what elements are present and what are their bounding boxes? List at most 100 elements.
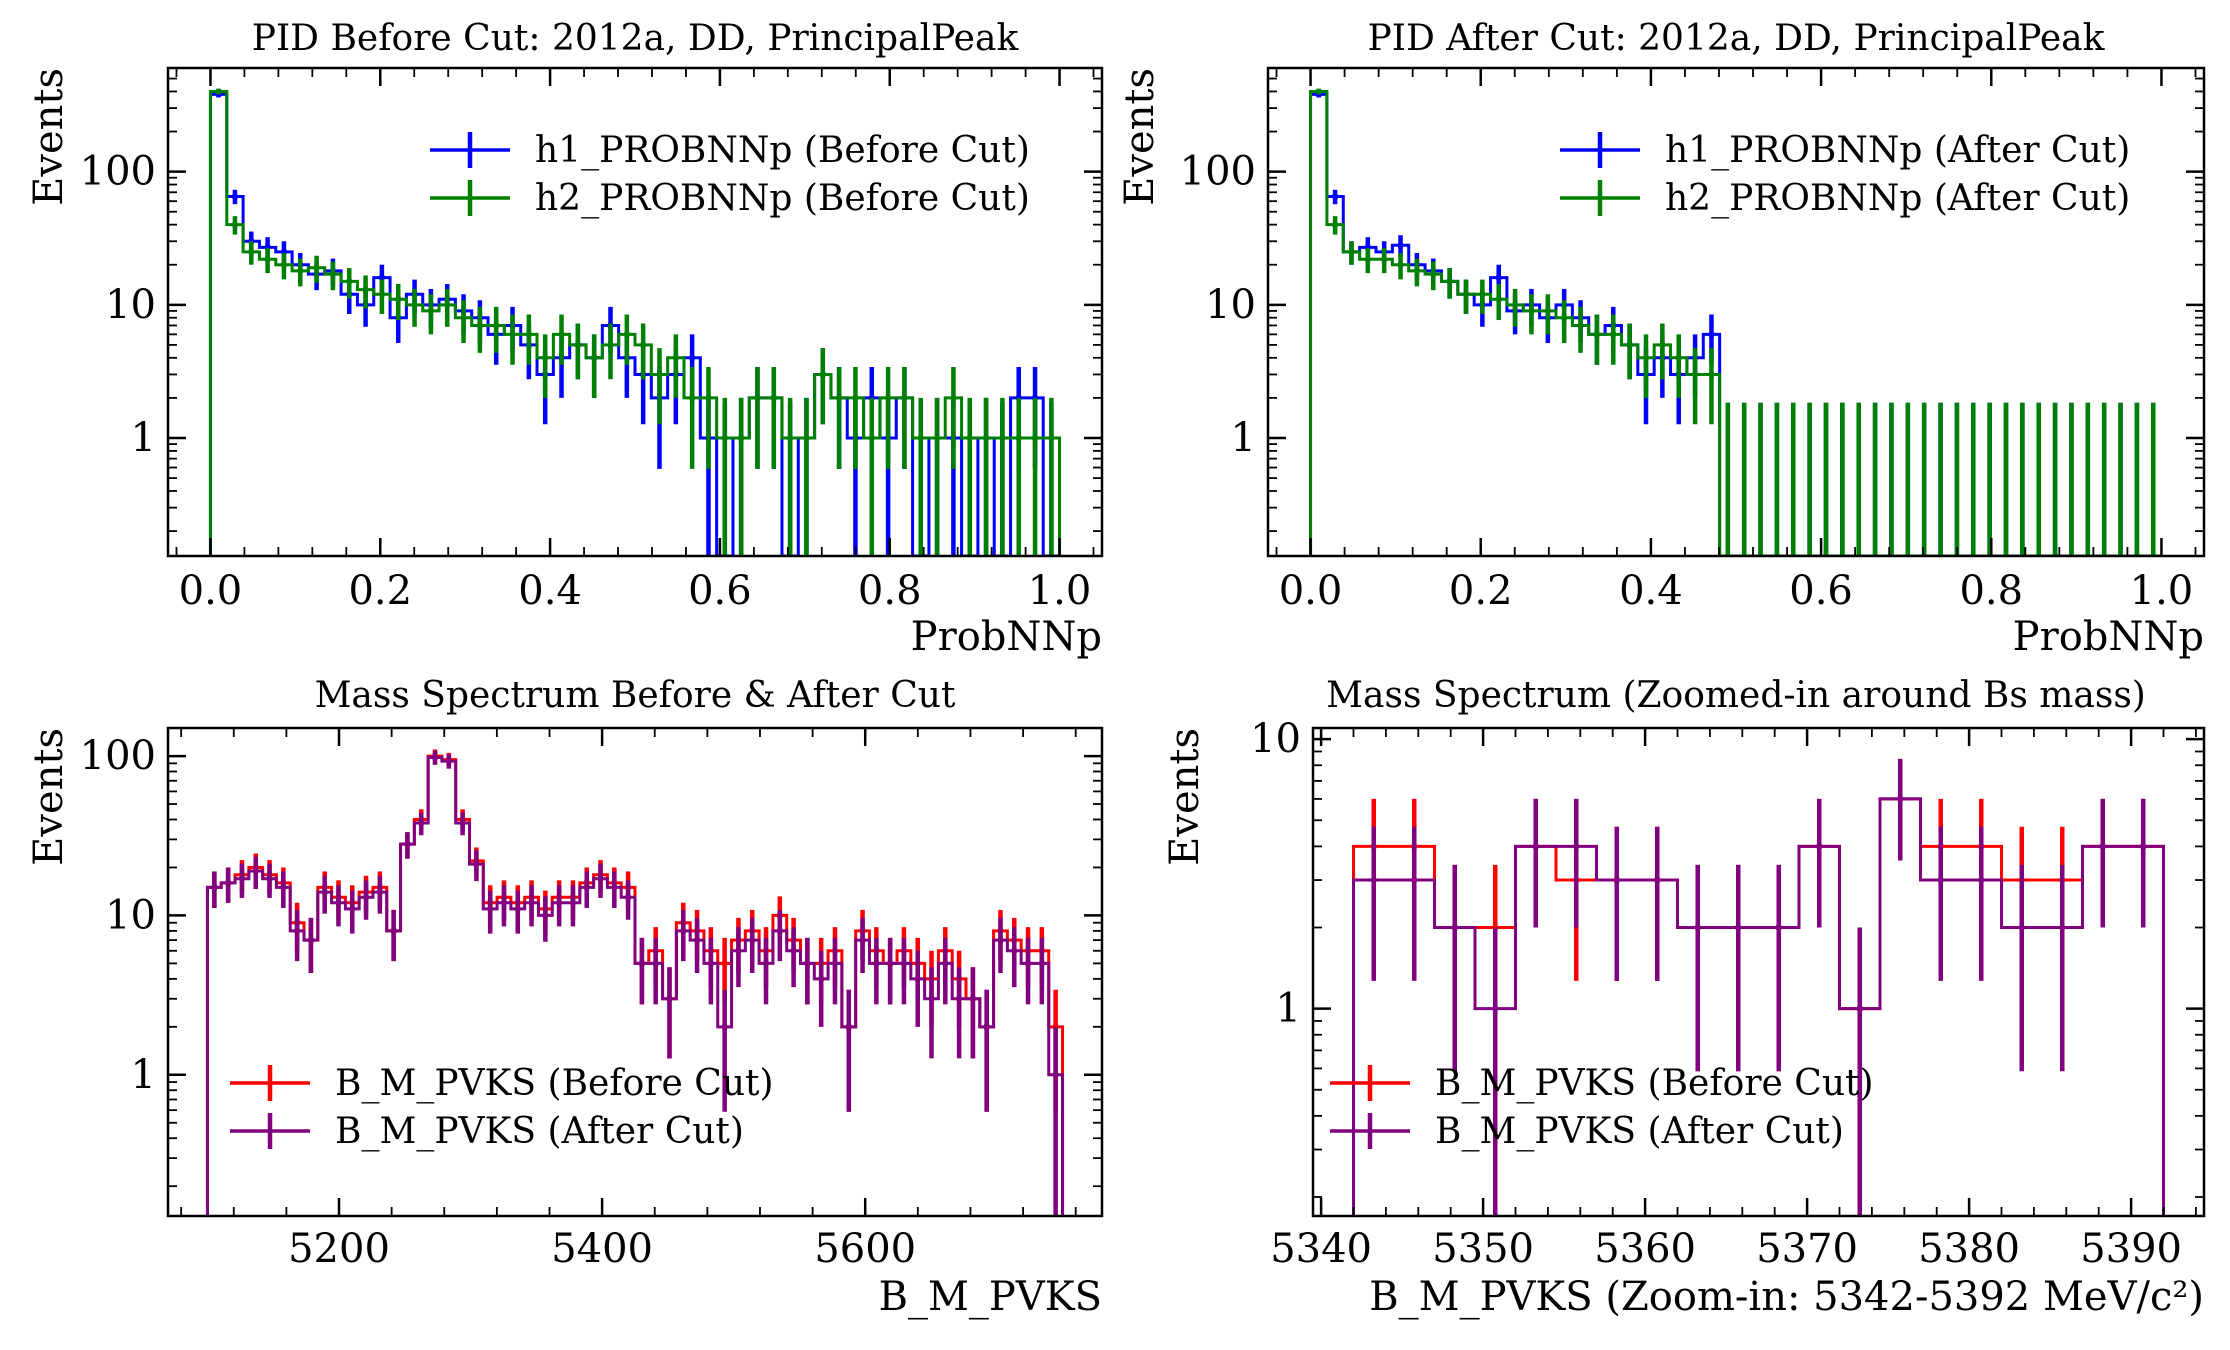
series-2-point: [869, 435, 875, 441]
legend-label: B_M_PVKS (After Cut): [1435, 1111, 1844, 1152]
data-layer: [208, 88, 1062, 556]
series-2-point: [253, 868, 259, 874]
series-2-point: [887, 960, 893, 966]
series-2-point: [428, 308, 434, 314]
series-2-point: [1398, 262, 1404, 268]
series-2-point: [280, 884, 286, 890]
series-2-point: [1348, 249, 1354, 255]
series-2-point: [942, 960, 948, 966]
plot-frame: [166, 726, 1104, 1218]
series-2-point: [689, 395, 695, 401]
series-2-point: [529, 900, 535, 906]
legend-entry-1: h1_PROBNNp (After Cut): [1560, 130, 2130, 171]
legend-label: h1_PROBNNp (Before Cut): [535, 130, 1030, 171]
legend-entry-2: h2_PROBNNp (Before Cut): [430, 178, 1030, 219]
series-1-point: [265, 244, 271, 250]
x-axis-label: B_M_PVKS (Zoom-in: 5342-5392 MeV/c²): [1369, 1274, 2204, 1320]
x-tick-label: 5400: [551, 1226, 653, 1272]
series-2-point: [836, 395, 842, 401]
x-tick-label: 0.4: [1619, 568, 1683, 614]
legend-label: h1_PROBNNp (After Cut): [1665, 130, 2130, 171]
series-2-point: [680, 928, 686, 934]
x-tick-label: 0.0: [179, 568, 243, 614]
series-2-point: [379, 291, 385, 297]
series-2-point: [708, 960, 714, 966]
series-2-point: [559, 331, 565, 337]
series-2-point: [771, 395, 777, 401]
series-2-point: [294, 928, 300, 934]
series-2-point: [738, 435, 744, 441]
series-2-point: [915, 976, 921, 982]
data-layer: [1309, 88, 2162, 556]
series-1-point: [281, 249, 287, 255]
series-2-point: [363, 894, 369, 900]
series-2-point: [510, 331, 516, 337]
series-1-point: [689, 355, 695, 361]
series-1-point: [722, 960, 728, 966]
series-2-point: [722, 435, 728, 441]
series-2-point: [804, 960, 810, 966]
series-2-point: [1692, 371, 1698, 377]
series-1-point: [1398, 242, 1404, 248]
series-2-point: [232, 222, 238, 228]
y-axis-label: Events: [26, 68, 72, 206]
chart-title: Mass Spectrum (Zoomed-in around Bs mass): [1326, 675, 2146, 716]
series-2-point: [225, 880, 231, 886]
x-tick-label: 5340: [1270, 1226, 1372, 1272]
series-2-point: [639, 960, 645, 966]
series-2-point: [349, 906, 355, 912]
series-2-point: [1695, 925, 1701, 931]
series-2-point: [818, 976, 824, 982]
series-2-point: [1676, 355, 1682, 361]
series-2-point: [1573, 843, 1579, 849]
series-2-point: [308, 937, 314, 943]
chart-panel-3: 5200 5400 5600 1 10 100 Mass Spectrum Before &…: [26, 675, 1104, 1320]
series-2-point: [970, 996, 976, 1002]
series-2-point: [1430, 271, 1436, 277]
series-2-point: [239, 876, 245, 882]
series-2-point: [852, 395, 858, 401]
series-2-point: [575, 342, 581, 348]
series-2-point: [248, 249, 254, 255]
series-2-point: [901, 960, 907, 966]
series-2-point: [1048, 435, 1054, 441]
x-tick-label: 5360: [1594, 1226, 1696, 1272]
series-1-point: [379, 275, 385, 281]
legend-label: h2_PROBNNp (Before Cut): [535, 178, 1030, 219]
legend-entry-2: h2_PROBNNp (After Cut): [1560, 178, 2130, 219]
series-2-point: [267, 876, 273, 882]
series-2-point: [1365, 256, 1371, 262]
y-tick-label: 1: [1276, 986, 1301, 1032]
series-2-point: [1708, 371, 1714, 377]
series-2-point: [335, 900, 341, 906]
series-2-point: [330, 271, 336, 277]
series-2-point: [999, 435, 1005, 441]
series-2-point: [950, 395, 956, 401]
series-2-point: [1411, 877, 1417, 883]
series-2-point: [570, 900, 576, 906]
plot-frame: [1311, 726, 2206, 1218]
chart-title: PID After Cut: 2012a, DD, PrincipalPeak: [1368, 18, 2106, 59]
series-2-point: [2140, 843, 2146, 849]
series-2-point: [2100, 843, 2106, 849]
series-2-point: [901, 395, 907, 401]
plot-frame: [166, 66, 1104, 558]
series-2-point: [526, 331, 532, 337]
series-2-point: [1938, 877, 1944, 883]
series-2-point: [412, 302, 418, 308]
series-2-point: [820, 371, 826, 377]
y-tick-label: 10: [105, 892, 156, 938]
x-axis-label: ProbNNp: [911, 614, 1102, 660]
series-2-point: [377, 889, 383, 895]
y-tick-label: 10: [1205, 282, 1256, 328]
plot-frame: [1266, 66, 2206, 558]
series-2-point: [1452, 925, 1458, 931]
x-tick-label: 0.2: [348, 568, 412, 614]
x-tick-label: 5390: [2080, 1226, 2182, 1272]
legend-entry-2: B_M_PVKS (After Cut): [1330, 1111, 1844, 1152]
chart-panel-1: 0.0 0.2 0.4 0.6 0.8 1.0 1 10 100 PID Before Cut: …: [26, 18, 1104, 660]
series-2-step-line: [205, 755, 1065, 1216]
series-2-point: [1053, 1072, 1059, 1078]
x-tick-label: 0.8: [858, 568, 922, 614]
x-axis-label: ProbNNp: [2013, 614, 2204, 660]
